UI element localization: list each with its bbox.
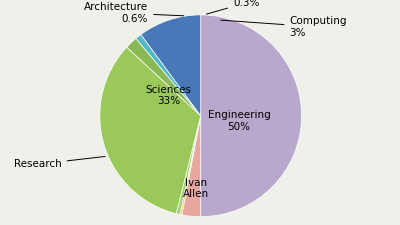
Wedge shape bbox=[136, 34, 201, 116]
Wedge shape bbox=[182, 116, 201, 217]
Wedge shape bbox=[100, 47, 201, 214]
Wedge shape bbox=[180, 116, 201, 215]
Text: Architecture
0.6%: Architecture 0.6% bbox=[84, 2, 184, 24]
Text: Sciences
33%: Sciences 33% bbox=[146, 85, 192, 106]
Text: 0.3%: 0.3% bbox=[206, 0, 259, 14]
Text: Research: Research bbox=[14, 156, 105, 169]
Wedge shape bbox=[176, 116, 201, 214]
Text: Ivan
Allen: Ivan Allen bbox=[183, 178, 209, 199]
Text: Engineering
50%: Engineering 50% bbox=[208, 110, 270, 132]
Wedge shape bbox=[127, 38, 201, 116]
Text: Computing
3%: Computing 3% bbox=[221, 16, 347, 38]
Wedge shape bbox=[201, 15, 302, 217]
Wedge shape bbox=[141, 15, 201, 116]
